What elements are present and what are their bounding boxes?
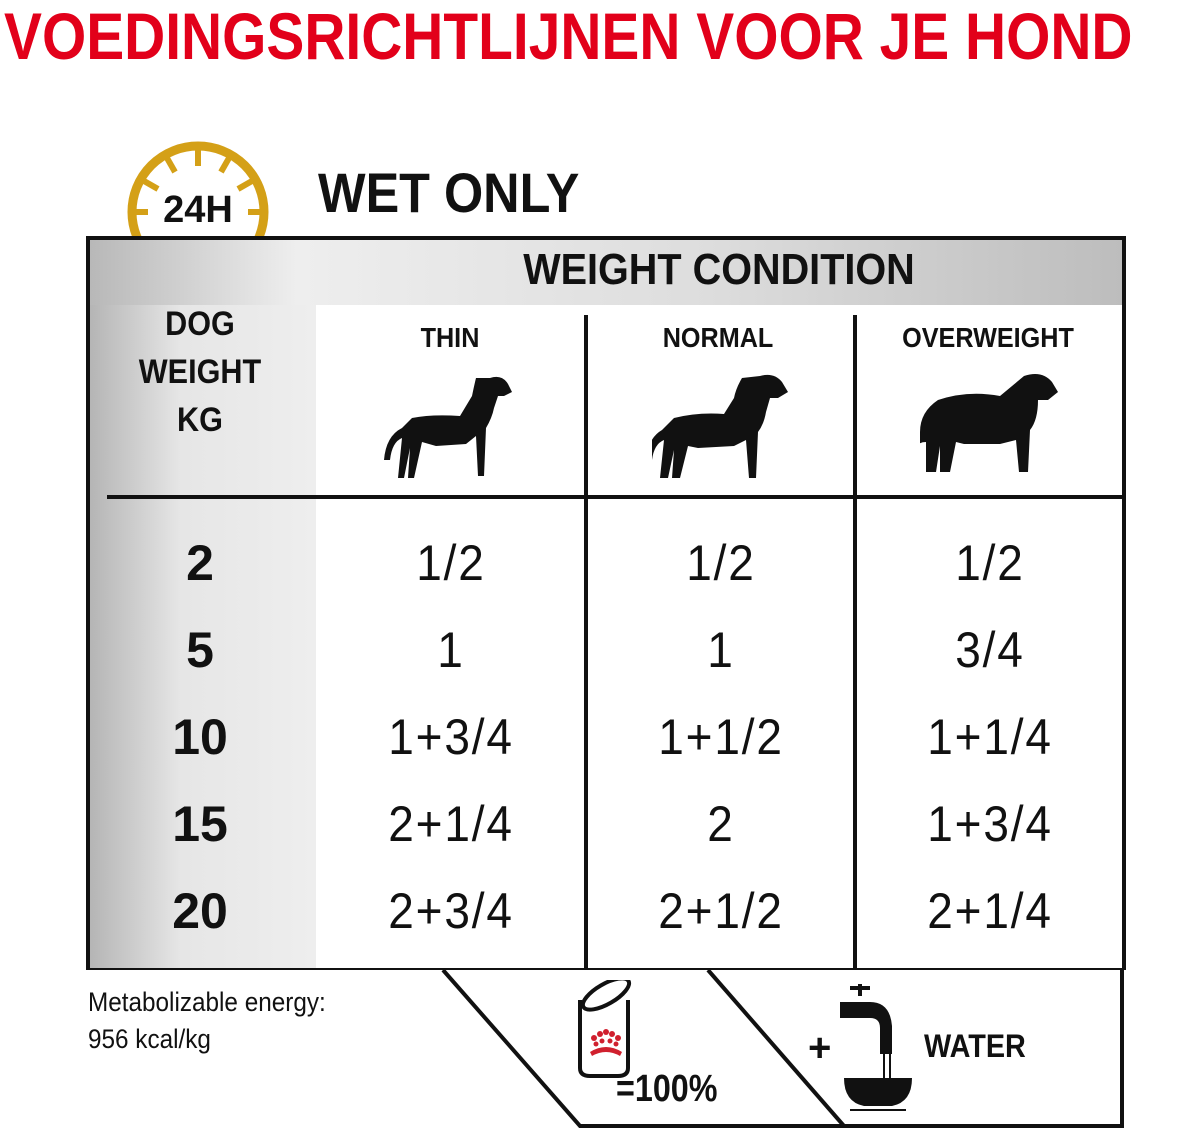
weight-column-bg xyxy=(90,305,316,968)
water-tap-icon xyxy=(840,984,912,1111)
page-title: VOEDINGSRICHTLIJNEN VOOR JE HOND xyxy=(4,0,1133,73)
water-label: WATER xyxy=(924,1028,1026,1064)
normal-cell: 2 xyxy=(707,796,735,852)
footer-panels xyxy=(441,968,1124,1128)
row-header-line: KG xyxy=(177,401,223,439)
column-header-normal: NORMAL xyxy=(662,322,774,353)
row-header-line: WEIGHT xyxy=(138,353,262,391)
plus-sign: + xyxy=(808,1026,832,1070)
normal-cell: 1/2 xyxy=(686,535,756,591)
normal-cell: 2+1/2 xyxy=(658,883,784,939)
badge-label: 24H xyxy=(163,189,233,231)
thin-cell: 1+3/4 xyxy=(388,709,514,765)
row-header-line: DOG xyxy=(165,305,235,343)
column-header-thin: THIN xyxy=(420,322,480,353)
crown-icon xyxy=(590,1029,622,1056)
header-divider xyxy=(107,495,1122,499)
thin-cell: 1 xyxy=(437,622,465,678)
overweight-cell: 2+1/4 xyxy=(927,883,1053,939)
feeding-mode: WET ONLY xyxy=(318,161,580,224)
metabolizable-energy: Metabolizable energy: 956 kcal/kg xyxy=(88,984,326,1058)
normal-cell: 1 xyxy=(707,622,735,678)
thin-cell: 1/2 xyxy=(416,535,486,591)
overweight-cell: 3/4 xyxy=(955,622,1025,678)
overweight-dog-icon xyxy=(920,374,1058,472)
energy-label: Metabolizable energy: xyxy=(88,987,326,1017)
row-header: DOG WEIGHT KG xyxy=(110,300,290,444)
weight-cell: 20 xyxy=(172,883,228,939)
can-percentage: =100% xyxy=(616,1068,718,1110)
normal-dog-icon xyxy=(652,374,788,478)
normal-cell: 1+1/2 xyxy=(658,709,784,765)
column-divider xyxy=(853,315,857,968)
overweight-cell: 1/2 xyxy=(955,535,1025,591)
thin-cell: 2+3/4 xyxy=(388,883,514,939)
weight-cell: 2 xyxy=(186,535,214,591)
energy-value: 956 kcal/kg xyxy=(88,1024,211,1054)
thin-cell: 2+1/4 xyxy=(388,796,514,852)
group-header: WEIGHT CONDITION xyxy=(523,245,915,294)
column-divider xyxy=(584,315,588,968)
column-header-overweight: OVERWEIGHT xyxy=(902,322,1074,353)
weight-cell: 10 xyxy=(172,709,228,765)
overweight-cell: 1+3/4 xyxy=(927,796,1053,852)
overweight-cell: 1+1/4 xyxy=(927,709,1053,765)
can-icon xyxy=(578,980,632,1078)
thin-dog-icon xyxy=(384,376,512,478)
weight-cell: 5 xyxy=(186,622,214,678)
weight-cell: 15 xyxy=(172,796,228,852)
